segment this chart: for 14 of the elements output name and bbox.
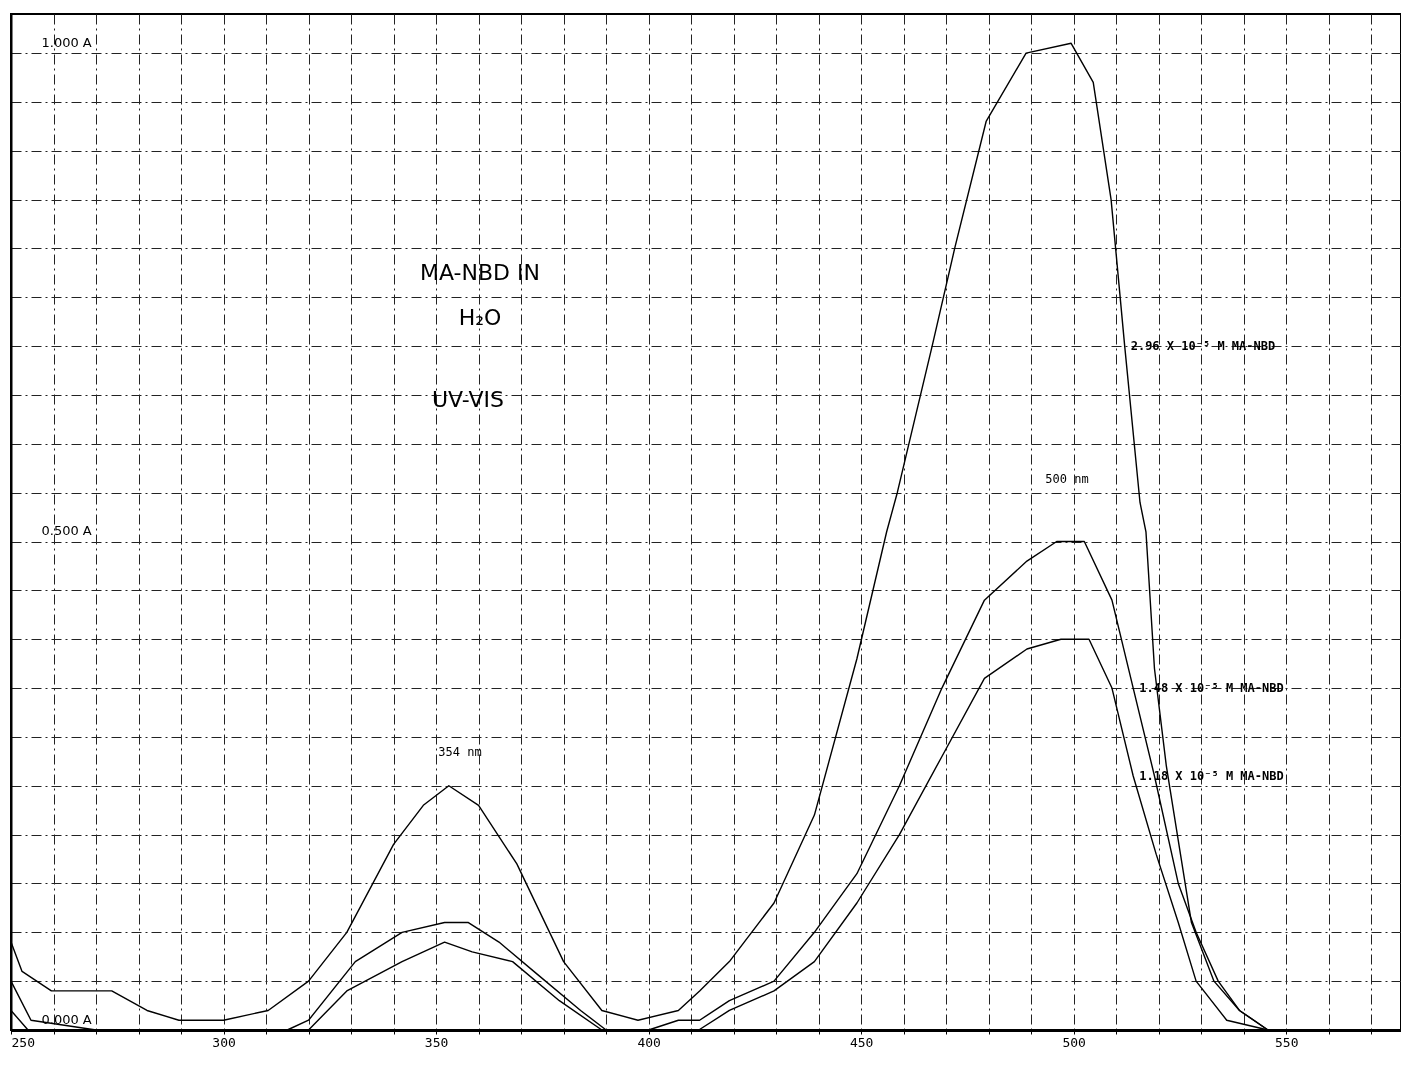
annotation: H₂O bbox=[458, 305, 502, 330]
annotation: UV-VIS bbox=[431, 387, 505, 412]
x-tick-label: 500 bbox=[1062, 1034, 1086, 1050]
y-tick-label: 0.500 A bbox=[41, 523, 92, 539]
x-tick-label: 550 bbox=[1274, 1034, 1299, 1050]
annotation: MA-NBD IN bbox=[420, 260, 540, 285]
x-tick-label: 400 bbox=[637, 1034, 661, 1050]
x-tick-label: 300 bbox=[212, 1034, 236, 1050]
y-tick-label: 1.000 A bbox=[41, 34, 92, 50]
x-tick-label: 250 bbox=[11, 1034, 35, 1050]
x-tick-label: 350 bbox=[424, 1034, 449, 1050]
annotation: 500 nm bbox=[1045, 472, 1089, 486]
annotation: 354 nm bbox=[438, 745, 482, 759]
x-tick-label: 450 bbox=[849, 1034, 874, 1050]
